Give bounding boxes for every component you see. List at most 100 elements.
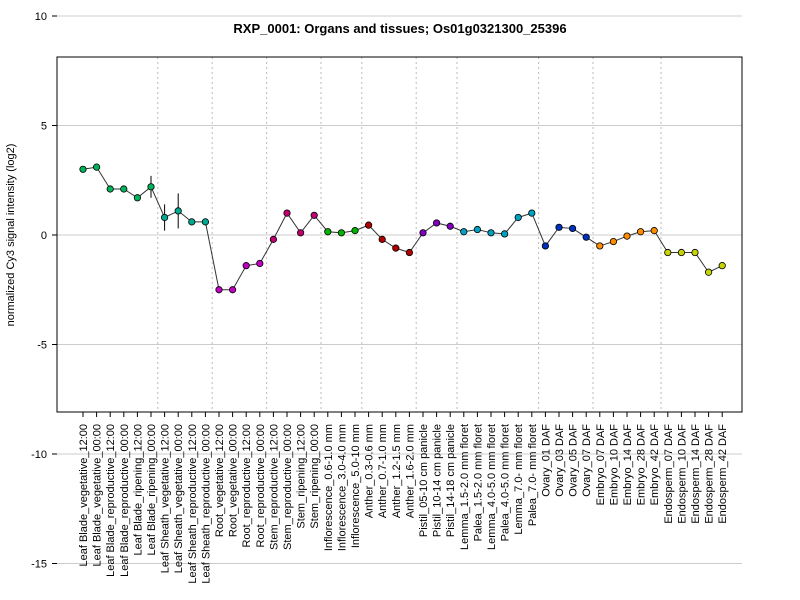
x-tick-label: Leaf Sheath_reproductive_12:00 [187,424,199,584]
x-tick-label: Stem_reproductive_00:00 [282,424,294,550]
data-point [555,223,563,231]
y-tick-label: 10 [35,11,47,23]
x-tick-label: Leaf Sheath_reproductive_00:00 [200,424,212,584]
data-point [310,211,318,219]
data-point [147,183,155,191]
y-axis: -15-10-5051015 [31,11,57,571]
data-point [79,165,87,173]
data-point [106,185,114,193]
data-point [229,286,237,294]
data-point [364,221,373,229]
data-point [718,262,726,270]
x-tick-label: Anther_0.3-0.6 mm [364,424,376,518]
y-tick-label: -5 [37,340,47,352]
data-point [650,227,658,235]
x-tick-label: Ovary_01 DAF [540,424,552,497]
data-point [691,248,699,257]
x-tick-label: Stem_ripening_00:00 [309,424,321,529]
data-point [256,259,264,268]
x-tick-label: Ovary_05 DAF [568,424,580,497]
data-point [392,244,400,252]
data-point [351,227,359,235]
x-tick-label: Pistil_14-18 cm panicle [445,424,457,537]
x-tick-label: Anther_1.2-1.5 mm [391,424,403,518]
x-tick-label: Stem_ripening_12:00 [296,424,308,529]
data-point [405,248,413,257]
x-tick-label: Palea_4.0-5.0 mm floret [500,424,512,541]
data-point [188,218,196,226]
data-point [324,228,332,236]
y-tick-label: 5 [41,121,47,133]
plot-frame [56,56,743,413]
x-tick-label: Leaf Blade_ripening_00:00 [146,424,158,556]
data-point [582,233,590,241]
data-point [337,229,345,237]
data-point [664,248,672,257]
data-point [93,163,101,171]
x-tick-label: Leaf Blade_ripening_12:00 [132,424,144,556]
x-tick-label: Embryo_42 DAF [649,424,661,506]
data-point [419,229,427,237]
x-tick-label: Lemma_1.5-2.0 mm floret [459,424,471,550]
data-point [514,213,522,222]
data-point [460,228,468,236]
data-point [201,218,209,226]
x-tick-label: Endosperm_42 DAF [717,424,729,524]
data-point [161,213,169,222]
x-tick-label: Ovary_03 DAF [554,424,566,497]
data-point [378,235,386,243]
data-point [432,219,441,227]
y-axis-label: normalized Cy3 signal intensity (log2) [5,144,17,327]
x-tick-label: Leaf Sheath_vegetative_12:00 [160,424,172,573]
x-tick-label: Embryo_07 DAF [595,424,607,506]
data-point [623,232,631,240]
x-axis-tick-labels: Leaf Blade_vegetative_12:00 Leaf Blade_ve… [78,412,729,584]
x-tick-label: Root_vegetative_00:00 [228,424,240,537]
data-point [609,237,618,246]
data-point [568,224,577,233]
x-tick-label: Embryo_28 DAF [636,424,648,506]
x-tick-label: Ovary_07 DAF [581,424,593,497]
data-point [242,262,250,270]
y-tick-label: -10 [31,449,47,461]
data-point [596,242,604,250]
x-tick-label: Anther_1.6-2.0 mm [404,424,416,518]
x-tick-label: Pistil_10-14 cm panicle [432,424,444,537]
x-tick-label: Root_reproductive_12:00 [241,424,253,548]
y-tick-label: -15 [31,559,47,571]
x-tick-label: Leaf Blade_reproductive_00:00 [119,424,131,577]
x-tick-label: Root_reproductive_00:00 [255,424,267,548]
data-point [636,228,645,236]
x-tick-label: Leaf Blade_vegetative_00:00 [92,424,104,567]
x-tick-label: Lemma_4.0-5.0 mm floret [486,424,498,550]
x-tick-label: Leaf Blade_reproductive_12:00 [105,424,117,577]
data-point [296,229,305,237]
data-series [79,163,726,294]
data-point [174,207,182,215]
x-tick-label: Endosperm_10 DAF [676,424,688,524]
x-tick-label: Endosperm_07 DAF [663,424,675,524]
x-tick-label: Endosperm_28 DAF [704,424,716,524]
series-line [82,166,723,291]
y-tick-label: 0 [41,230,47,242]
data-point [500,230,509,238]
x-tick-label: Inflorescence_0.6-1.0 mm [323,424,335,551]
x-tick-label: Endosperm_14 DAF [690,424,702,524]
data-point [487,229,495,237]
x-tick-label: Lemma_7.0- mm floret [513,424,525,535]
x-tick-label: Embryo_10 DAF [608,424,620,506]
data-point [541,242,550,250]
x-tick-label: Anther_0.7-1.0 mm [377,424,389,518]
grid-lines [57,15,742,564]
data-point [704,268,713,276]
data-point [133,194,141,202]
x-tick-label: Embryo_14 DAF [622,424,634,506]
x-tick-label: Inflorescence_5.0-10 mm [350,424,362,548]
data-point [528,209,536,217]
data-point [215,286,223,294]
x-tick-label: Palea_7.0- mm floret [527,424,539,526]
x-tick-label: Palea_1.5-2.0 mm floret [472,424,484,541]
chart-title: RXP_0001: Organs and tissues; Os01g03213… [233,21,566,36]
x-tick-label: Leaf Sheath_vegetative_00:00 [173,424,185,573]
